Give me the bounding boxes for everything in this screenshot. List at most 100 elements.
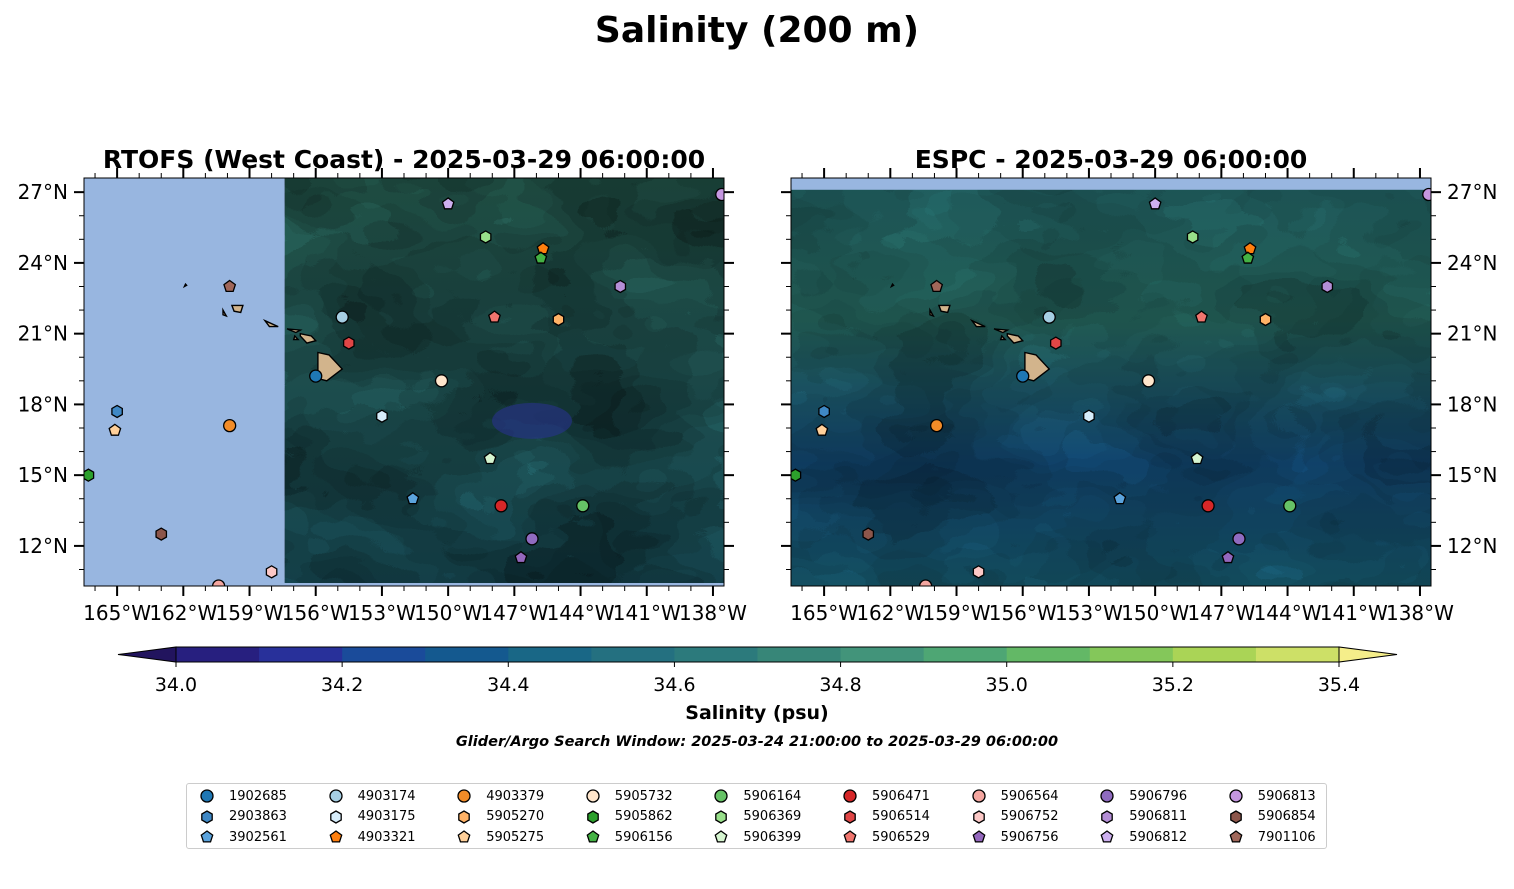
float-marker-4903379 [930, 418, 944, 433]
colorbar-bin [259, 647, 343, 662]
pentagon-marker-icon [714, 830, 728, 843]
colorbar-bin [840, 647, 925, 662]
legend-item-5906756: 5906756 [969, 827, 1059, 847]
legend-marker-5906756 [972, 830, 986, 843]
legend-label: 5906564 [1000, 788, 1059, 804]
circle-marker-icon [971, 789, 986, 803]
island-4 [969, 318, 986, 328]
colorbar-extend-high [1338, 646, 1398, 663]
legend-marker-5906514 [844, 809, 856, 824]
colorbar-tick-label: 35.2 [1152, 674, 1194, 696]
float-marker-2903863 [111, 404, 123, 419]
island-2 [286, 328, 303, 334]
x-tick-label: 150°W [414, 601, 482, 625]
y-tick-label: 15°N [1447, 463, 1497, 487]
legend-marker-4903174 [328, 789, 343, 803]
pentagon-marker-icon [457, 830, 471, 843]
x-tick-label: 156°W [989, 601, 1057, 625]
island-5 [937, 304, 951, 314]
hexagon-marker-icon [715, 809, 728, 824]
x-tick-label: 144°W [547, 601, 615, 625]
colorbar-bin [923, 647, 1008, 662]
legend-item-5905275: 5905275 [454, 827, 544, 847]
legend-item-4903321: 4903321 [326, 827, 416, 847]
float-marker-1902685 [309, 369, 323, 383]
x-tick-label: 153°W [1055, 601, 1123, 625]
island-2 [993, 328, 1010, 334]
island-7 [182, 282, 188, 289]
legend-label: 5905275 [486, 829, 545, 845]
circle-marker-icon [457, 789, 471, 803]
x-tick-label: 162°W [856, 601, 924, 625]
float-marker-5906854 [862, 527, 875, 541]
legend-label: 1902685 [229, 788, 287, 804]
legend-marker-5905732 [586, 789, 600, 803]
legend-label: 5906812 [1129, 829, 1188, 845]
y-tick-label: 18°N [1447, 392, 1497, 416]
float-marker-5906164 [576, 499, 590, 513]
colorbar-label: Salinity (psu) [685, 702, 828, 724]
legend-item-5906399: 5906399 [711, 827, 801, 847]
y-tick-label: 24°N [18, 251, 68, 275]
legend-label: 5906399 [743, 829, 802, 845]
float-marker-5906514 [1049, 336, 1062, 350]
y-tick-label: 12°N [1447, 534, 1497, 558]
circle-marker-icon [586, 789, 600, 803]
float-marker-5905270 [1259, 312, 1272, 327]
float-marker-5906471 [494, 499, 508, 513]
circle-marker-icon [843, 789, 857, 803]
legend-label: 7901106 [1257, 829, 1316, 845]
y-tick-label: 24°N [1447, 251, 1497, 275]
legend-item-5905270: 5905270 [454, 807, 544, 827]
legend-item-2903863: 2903863 [197, 807, 287, 827]
legend-label: 5906514 [872, 809, 930, 824]
legend-item-4903174: 4903174 [326, 786, 416, 806]
salinity-field [791, 178, 1431, 586]
float-marker-3902561 [1113, 491, 1127, 505]
legend-marker-5906399 [714, 830, 728, 843]
float-marker-5906369 [1186, 230, 1199, 244]
colorbar-bin [508, 647, 592, 662]
x-tick-label: 150°W [1121, 601, 1189, 625]
pentagon-marker-icon [586, 830, 600, 843]
colorbar-bin [1006, 647, 1091, 662]
panel-rtofs: RTOFS (West Coast) - 2025-03-29 06:00:00… [18, 145, 748, 625]
pentagon-marker-icon [329, 830, 343, 843]
legend-label: 5906369 [743, 809, 802, 824]
legend-marker-5906796 [1100, 789, 1114, 803]
y-tick-label: 15°N [18, 463, 68, 487]
island-1 [1006, 332, 1025, 344]
legend-item-5906854: 5906854 [1226, 807, 1316, 827]
colorbar-tick-label: 34.0 [155, 674, 197, 696]
float-marker-5906564 [918, 579, 933, 586]
legend-marker-5906156 [586, 830, 600, 843]
panels: RTOFS (West Coast) - 2025-03-29 06:00:00… [18, 145, 1498, 625]
hexagon-marker-icon [458, 809, 471, 824]
legend-item-5905732: 5905732 [583, 786, 673, 806]
legend-label: 5906813 [1257, 788, 1316, 804]
legend-marker-5906471 [843, 789, 857, 803]
colorbar-bin [591, 647, 675, 662]
island-0 [1024, 351, 1051, 382]
float-marker-4903175 [1083, 409, 1095, 423]
legend-marker-5905862 [586, 809, 599, 824]
float-marker-5906369 [479, 230, 492, 244]
float-marker-5906752 [972, 565, 985, 579]
legend-marker-5906811 [1101, 809, 1114, 824]
y-tick-label: 21°N [1447, 322, 1497, 346]
y-tick-label: 18°N [18, 392, 68, 416]
float-marker-5905862 [791, 468, 802, 482]
float-marker-1902685 [1016, 369, 1030, 383]
legend-marker-5906854 [1229, 809, 1242, 824]
hexagon-marker-icon [1229, 809, 1242, 824]
float-marker-5906156 [534, 251, 548, 264]
legend: 1902685 2903863 3902561 4903174 4903175 49033… [186, 783, 1327, 849]
x-tick-label: 144°W [1254, 601, 1322, 625]
figure-title: Salinity (200 m) [595, 10, 919, 51]
legend-item-4903379: 4903379 [454, 786, 544, 806]
pentagon-marker-icon [972, 830, 986, 843]
legend-item-5906369: 5906369 [711, 807, 801, 827]
legend-item-5906812: 5906812 [1097, 827, 1187, 847]
legend-label: 5906854 [1257, 809, 1316, 824]
x-tick-label: 141°W [613, 601, 681, 625]
